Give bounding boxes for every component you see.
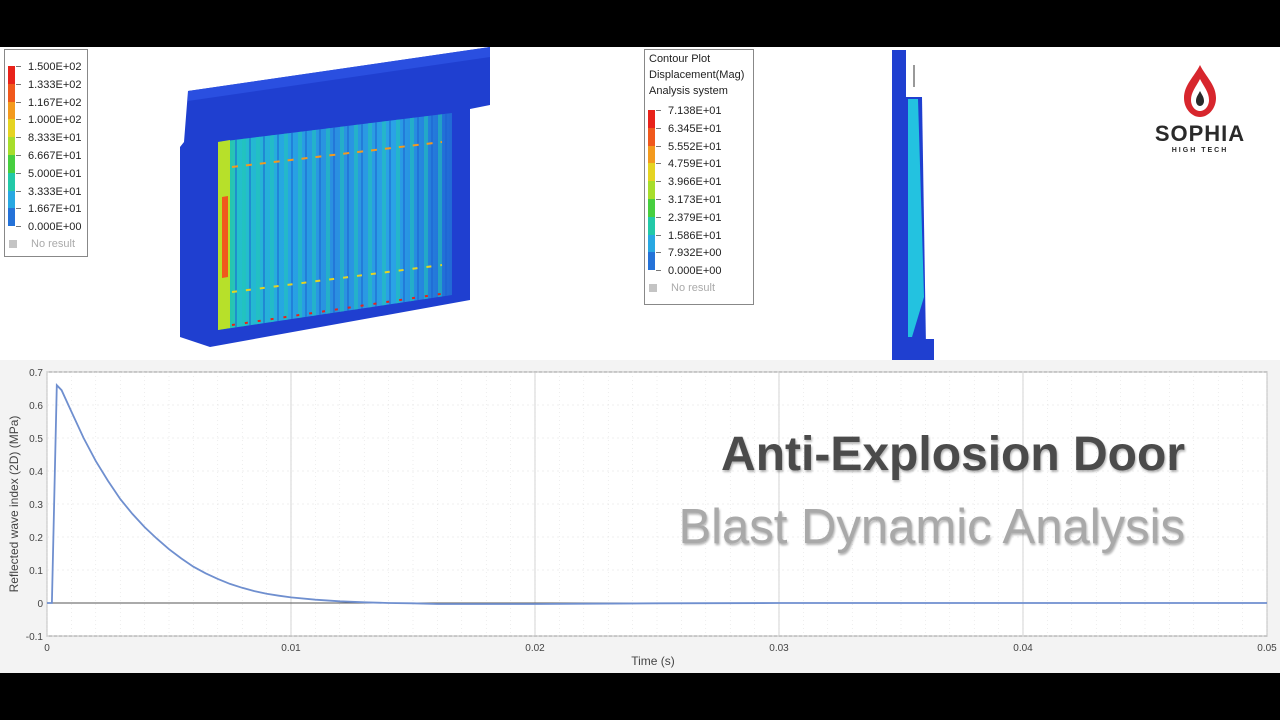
legend-left-row: 1.333E+02 (5, 76, 87, 102)
legend-left-value: 1.333E+02 (28, 78, 82, 91)
legend-right-row: 6.345E+01 (645, 120, 753, 146)
legend-right-header-line: Contour Plot (649, 53, 711, 65)
legend-right-swatch (648, 110, 655, 128)
legend-left-value: 1.167E+02 (28, 96, 82, 109)
legend-right-swatch (648, 145, 655, 164)
legend-right-value: 1.586E+01 (668, 229, 722, 242)
legend-left-row: 1.667E+01 (5, 200, 87, 227)
legend-displacement: Contour Plot Displacement(Mag) Analysis sy… (644, 49, 754, 305)
y-tick-label: 0 (37, 599, 43, 610)
x-tick-label: 0.02 (525, 643, 545, 654)
legend-right-row: 5.552E+01 (645, 138, 753, 164)
y-tick-label: 0.1 (29, 566, 43, 577)
x-tick-label: 0.04 (1013, 643, 1033, 654)
legend-stress: 1.500E+02 1.333E+02 1.167E+02 1.000E+02 8.33… (4, 49, 88, 257)
legend-right-value: 2.379E+01 (668, 211, 722, 224)
legend-left-row: 5.000E+01 (5, 165, 87, 191)
legend-left-value: 1.500E+02 (28, 61, 82, 73)
door-front-view (180, 47, 490, 347)
legend-right-row: 1.586E+01 (645, 227, 753, 253)
legend-right-swatch (648, 163, 655, 182)
y-tick-label: 0.3 (29, 500, 43, 511)
legend-left-value: 1.000E+02 (28, 114, 82, 127)
legend-left-row: 1.167E+02 (5, 94, 87, 120)
legend-right-swatch (648, 198, 655, 217)
x-tick-label: 0 (44, 643, 50, 654)
legend-left-swatch (8, 101, 15, 120)
legend-right-value: 6.345E+01 (668, 122, 722, 135)
legend-left-row: 6.667E+01 (5, 147, 87, 173)
legend-left-swatch (8, 83, 15, 102)
legend-left-swatch (8, 137, 15, 155)
legend-right-value: 3.966E+01 (668, 176, 722, 189)
legend-right-swatch (648, 252, 655, 271)
sophia-logo: SOPHIA HIGH TECH (1140, 63, 1260, 163)
legend-right-value: 4.759E+01 (668, 158, 722, 171)
y-tick-label: 0.6 (29, 401, 43, 412)
legend-left-swatch (8, 172, 15, 191)
video-frame: 1.500E+02 1.333E+02 1.167E+02 1.000E+02 8.33… (0, 47, 1280, 673)
legend-right-row: 3.966E+01 (645, 173, 753, 199)
legend-right-header-line: Analysis system (649, 85, 728, 97)
legend-left-row: 3.333E+01 (5, 183, 87, 209)
y-tick-label: -0.1 (26, 632, 44, 643)
pressure-time-chart: 0 0.01 0.02 0.03 0.04 0.05-0.100.10.20.30.40.… (7, 368, 1277, 668)
legend-left-value: 5.000E+01 (28, 167, 82, 180)
x-tick-label: 0.03 (769, 643, 789, 654)
legend-left-value: 3.333E+01 (28, 185, 82, 198)
y-tick-label: 0.5 (29, 434, 43, 445)
legend-right-row: 7.138E+01 (645, 102, 753, 128)
overlay-subtitle: Blast Dynamic Analysis (678, 500, 1185, 554)
legend-right-row: 7.932E+00 (645, 244, 753, 271)
x-axis-label: Time (s) (631, 654, 675, 668)
overlay-title: Anti-Explosion Door (721, 428, 1185, 481)
legend-left-value: 0.000E+00 (28, 221, 82, 234)
legend-right-swatch (648, 216, 655, 235)
y-axis-label: Reflected wave index (2D) (MPa) (7, 416, 21, 593)
y-tick-label: 0.7 (29, 368, 43, 379)
legend-right-header-line: Displacement(Mag) (649, 69, 745, 81)
legend-left-swatch (8, 190, 15, 209)
legend-right-swatch (648, 181, 655, 199)
legend-right-swatch (648, 234, 655, 253)
y-tick-label: 0.2 (29, 533, 43, 544)
legend-right-value: 7.138E+01 (668, 105, 722, 117)
legend-right-value: 7.932E+00 (668, 247, 722, 260)
legend-right-value: 0.000E+00 (668, 265, 722, 278)
legend-left-value: 1.667E+01 (28, 203, 82, 216)
legend-right-no-result: No result (645, 280, 753, 296)
legend-left-swatch (8, 119, 15, 138)
legend-right-swatch (648, 127, 655, 146)
legend-right-row: 4.759E+01 (645, 155, 753, 182)
legend-right-row: 2.379E+01 (645, 209, 753, 235)
legend-left-value: 8.333E+01 (28, 132, 82, 145)
x-tick-label: 0.05 (1257, 643, 1277, 654)
legend-left-value: 6.667E+01 (28, 149, 82, 162)
legend-right-value: 5.552E+01 (668, 140, 722, 153)
logo-tagline: HIGH TECH (1171, 147, 1229, 154)
legend-right-value: 3.173E+01 (668, 193, 722, 206)
legend-left-row: 1.000E+02 (5, 111, 87, 138)
flame-drop-icon (1184, 65, 1216, 117)
legend-left-row: 0.000E+00 (5, 218, 87, 236)
legend-left-row: 8.333E+01 (5, 129, 87, 155)
logo-name: SOPHIA (1154, 121, 1246, 146)
door-side-view (892, 50, 934, 360)
legend-right-row: 0.000E+00 (645, 262, 753, 280)
series-line (47, 383, 1267, 605)
legend-right-row: 3.173E+01 (645, 191, 753, 217)
legend-left-swatch (8, 154, 15, 173)
legend-left-row: 1.500E+02 (5, 58, 87, 84)
x-tick-label: 0.01 (281, 643, 301, 654)
legend-left-no-result: No result (5, 236, 87, 252)
legend-left-swatch (8, 208, 15, 227)
legend-left-swatch (8, 66, 15, 84)
y-tick-label: 0.4 (29, 467, 43, 478)
simulation-view: 1.500E+02 1.333E+02 1.167E+02 1.000E+02 8.33… (0, 47, 1280, 360)
